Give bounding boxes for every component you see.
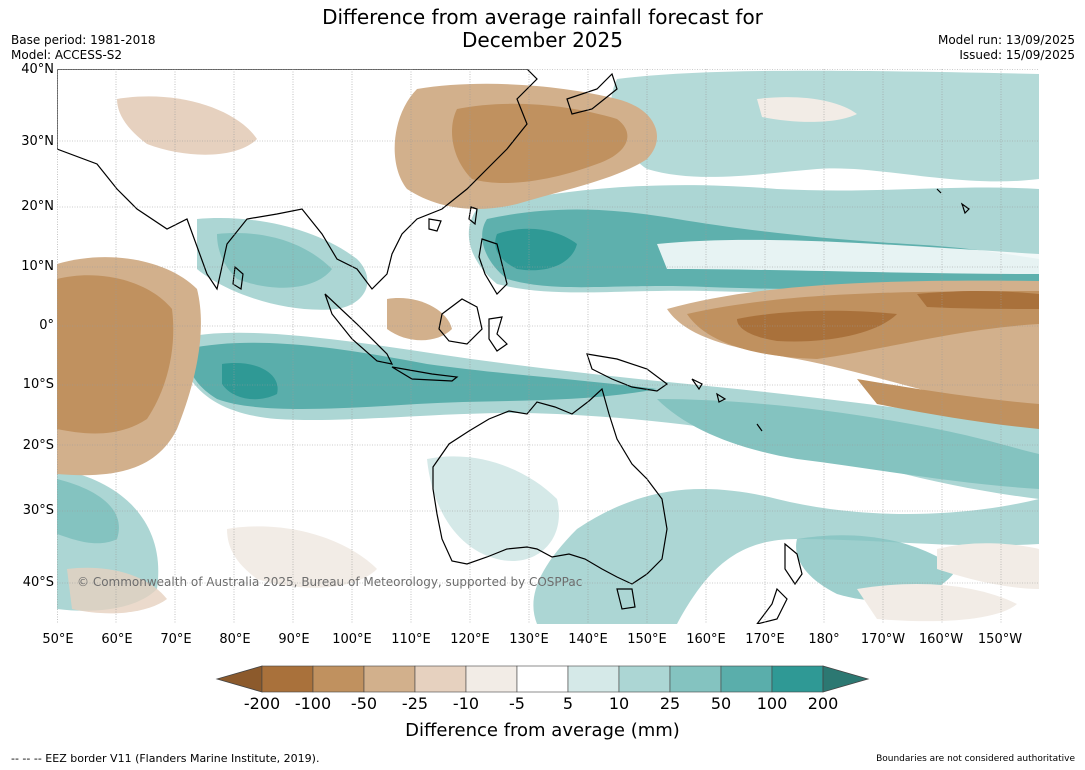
- lon-label-110e: 110°E: [391, 632, 431, 647]
- colorbar-swatches: [215, 665, 870, 693]
- colorbar-tick: -50: [350, 694, 378, 713]
- colorbar-swatch: [720, 665, 773, 693]
- lon-label-180: 180°: [808, 632, 840, 647]
- lon-label-90e: 90°E: [278, 632, 310, 647]
- colorbar-tick: -100: [294, 694, 332, 713]
- rainfall-anomaly-shading: [57, 70, 1039, 624]
- lon-label-150w: 150°W: [977, 632, 1023, 647]
- lat-label-10n: 10°N: [21, 259, 54, 274]
- model-name: Model: ACCESS-S2: [11, 48, 123, 62]
- lon-label-160e: 160°E: [686, 632, 726, 647]
- lat-label-0: 0°: [39, 318, 54, 333]
- lat-label-40s: 40°S: [22, 575, 54, 590]
- colorbar-tick: 200: [807, 694, 839, 713]
- lon-label-160w: 160°W: [918, 632, 964, 647]
- colorbar-swatch: [567, 665, 620, 693]
- lat-label-20n: 20°N: [21, 199, 54, 214]
- meta-right: Model run: 13/09/2025 Issued: 15/09/2025: [938, 33, 1075, 63]
- lon-label-50e: 50°E: [42, 632, 74, 647]
- colorbar-swatch: [516, 665, 569, 693]
- colorbar-label: Difference from average (mm): [405, 720, 680, 741]
- lon-label-60e: 60°E: [101, 632, 133, 647]
- colorbar-swatch: [363, 665, 416, 693]
- lat-label-30s: 30°S: [22, 503, 54, 518]
- base-period: Base period: 1981-2018: [11, 33, 156, 47]
- lat-label-40n: 40°N: [21, 62, 54, 77]
- lat-label-10s: 10°S: [22, 377, 54, 392]
- colorbar-tick: -10: [452, 694, 480, 713]
- colorbar-swatch: [312, 665, 365, 693]
- lon-label-170w: 170°W: [860, 632, 906, 647]
- issued-date: Issued: 15/09/2025: [959, 48, 1075, 62]
- colorbar-tick: 25: [659, 694, 681, 713]
- coastlines: [57, 69, 970, 624]
- colorbar-swatch: [618, 665, 671, 693]
- lon-label-130e: 130°E: [509, 632, 549, 647]
- lon-label-140e: 140°E: [568, 632, 608, 647]
- colorbar-swatch: [261, 665, 314, 693]
- colorbar-tick: 50: [710, 694, 732, 713]
- boundary-disclaimer: Boundaries are not considered authoritat…: [876, 754, 1075, 764]
- colorbar-extend-low: [215, 665, 263, 693]
- copyright-notice: © Commonwealth of Australia 2025, Bureau…: [77, 575, 583, 589]
- colorbar: [215, 665, 870, 693]
- lon-label-170e: 170°E: [745, 632, 785, 647]
- title-line-1: Difference from average rainfall forecas…: [322, 5, 763, 29]
- colorbar-swatch: [414, 665, 467, 693]
- lat-label-30n: 30°N: [21, 134, 54, 149]
- colorbar-tick: 100: [756, 694, 788, 713]
- model-run: Model run: 13/09/2025: [937, 33, 1075, 47]
- lon-label-150e: 150°E: [627, 632, 667, 647]
- rainfall-map-svg: [57, 69, 1039, 624]
- colorbar-tick: -5: [509, 694, 525, 713]
- lat-label-20s: 20°S: [22, 438, 54, 453]
- lon-label-70e: 70°E: [160, 632, 192, 647]
- colorbar-swatch: [465, 665, 518, 693]
- colorbar-tick: -200: [243, 694, 281, 713]
- colorbar-tick: -25: [401, 694, 429, 713]
- lon-label-120e: 120°E: [450, 632, 490, 647]
- title-line-2: December 2025: [462, 28, 623, 52]
- colorbar-swatch: [669, 665, 722, 693]
- meta-left: Base period: 1981-2018 Model: ACCESS-S2: [11, 33, 156, 63]
- map-title: Difference from average rainfall forecas…: [0, 6, 1085, 52]
- colorbar-swatch: [771, 665, 824, 693]
- rainfall-map: [57, 69, 1039, 624]
- graticule: [57, 69, 1039, 624]
- colorbar-extend-high: [822, 665, 870, 693]
- colorbar-tick: 5: [562, 694, 574, 713]
- lon-label-100e: 100°E: [332, 632, 372, 647]
- colorbar-tick: 10: [608, 694, 630, 713]
- lon-label-80e: 80°E: [219, 632, 251, 647]
- eez-border-note: -- -- -- EEZ border V11 (Flanders Marine…: [11, 752, 320, 765]
